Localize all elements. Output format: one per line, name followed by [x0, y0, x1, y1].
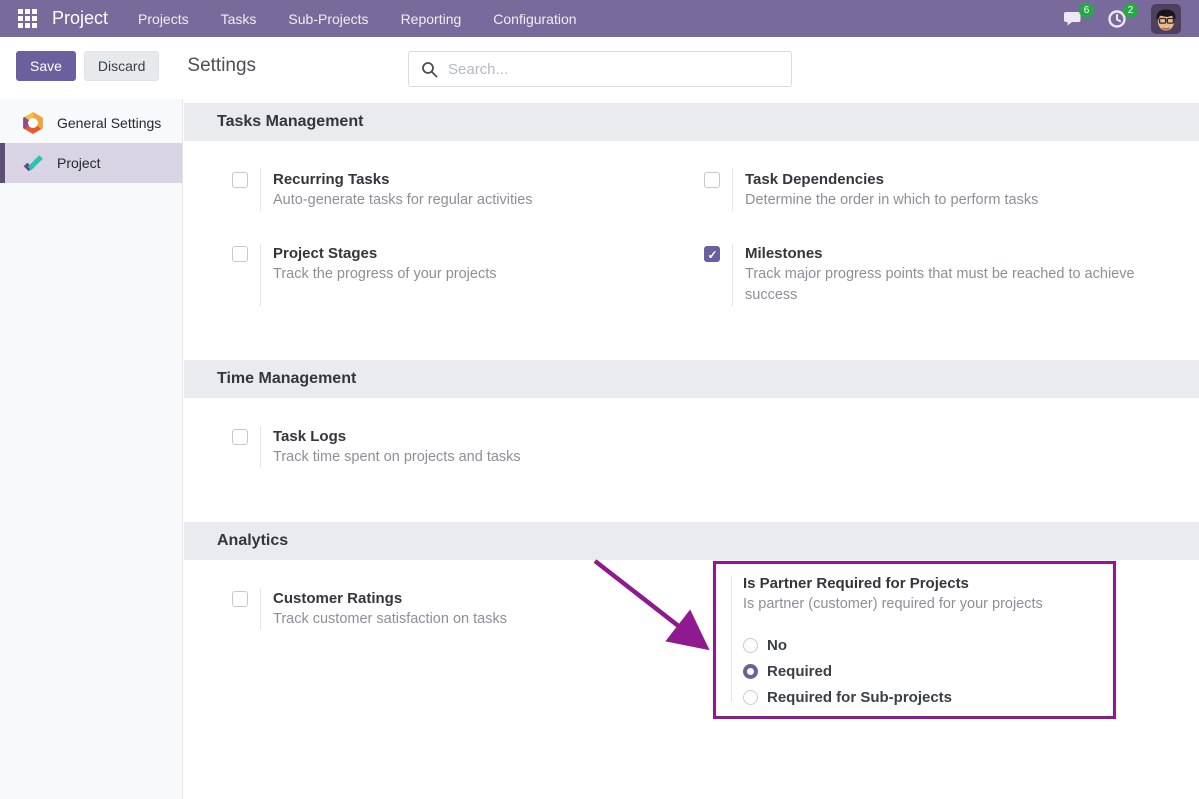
- sidebar-item-label: Project: [57, 155, 101, 171]
- recurring-tasks-checkbox[interactable]: [232, 172, 248, 188]
- partner-required-group: Is Partner Required for Projects Is part…: [713, 561, 1116, 719]
- divider: [260, 243, 261, 306]
- section-analytics: Customer Ratings Track customer satisfac…: [184, 560, 1199, 680]
- activities-button[interactable]: 2: [1107, 2, 1138, 30]
- divider: [260, 426, 261, 468]
- navbar-right: 6 2: [1063, 2, 1187, 34]
- general-settings-icon: [23, 112, 43, 134]
- partner-required-options: No Required Required for Sub-projects: [743, 632, 1103, 710]
- divider: [260, 588, 261, 630]
- divider: [260, 169, 261, 211]
- page-title: Settings: [187, 55, 257, 76]
- messages-badge: 6: [1079, 2, 1094, 18]
- radio-option-required-sub-projects[interactable]: Required for Sub-projects: [743, 684, 1103, 710]
- settings-sidebar: General Settings Project: [0, 99, 183, 799]
- user-avatar[interactable]: [1151, 3, 1181, 34]
- setting-label[interactable]: Task Logs: [273, 428, 347, 445]
- setting-task-logs: Task Logs Track time spent on projects a…: [232, 426, 704, 468]
- messages-button[interactable]: 6: [1063, 2, 1094, 30]
- section-time-management: Task Logs Track time spent on projects a…: [184, 398, 1199, 518]
- setting-recurring-tasks: Recurring Tasks Auto-generate tasks for …: [232, 169, 704, 211]
- setting-milestones: Milestones Track major progress points t…: [704, 243, 1175, 306]
- section-header-analytics: Analytics: [184, 522, 1199, 560]
- setting-label[interactable]: Project Stages: [273, 245, 378, 262]
- menu-configuration[interactable]: Configuration: [493, 10, 577, 27]
- task-dependencies-checkbox[interactable]: [704, 172, 720, 188]
- setting-label[interactable]: Task Dependencies: [745, 171, 884, 188]
- nav-menu: Projects Tasks Sub-Projects Reporting Co…: [138, 11, 577, 27]
- setting-description: Track the progress of your projects: [273, 266, 497, 282]
- search-box[interactable]: [408, 51, 792, 87]
- sidebar-item-project[interactable]: Project: [0, 143, 182, 183]
- sidebar-item-label: General Settings: [57, 115, 162, 131]
- chat-bubble-icon: [1064, 11, 1081, 25]
- project-check-icon: [23, 155, 43, 172]
- clock-icon: [1108, 9, 1126, 28]
- task-logs-checkbox[interactable]: [232, 429, 248, 445]
- sidebar-item-general-settings[interactable]: General Settings: [0, 103, 182, 143]
- setting-description: Determine the order in which to perform …: [745, 192, 1039, 208]
- menu-tasks[interactable]: Tasks: [220, 10, 257, 27]
- setting-label[interactable]: Customer Ratings: [273, 590, 403, 607]
- radio-required-sub-projects[interactable]: [743, 689, 758, 705]
- menu-sub-projects[interactable]: Sub-Projects: [288, 10, 369, 27]
- top-navbar: Project Projects Tasks Sub-Projects Repo…: [0, 0, 1199, 37]
- setting-project-stages: Project Stages Track the progress of you…: [232, 243, 704, 306]
- setting-description: Track time spent on projects and tasks: [273, 449, 521, 465]
- milestones-checkbox[interactable]: [704, 246, 720, 262]
- section-tasks-management: Recurring Tasks Auto-generate tasks for …: [184, 141, 1199, 356]
- menu-reporting[interactable]: Reporting: [400, 10, 462, 27]
- setting-task-dependencies: Task Dependencies Determine the order in…: [704, 169, 1175, 211]
- radio-required[interactable]: [743, 663, 758, 679]
- apps-grid-icon[interactable]: [18, 8, 38, 29]
- radio-no[interactable]: [743, 637, 758, 653]
- divider: [732, 243, 733, 306]
- activities-badge: 2: [1123, 2, 1138, 18]
- search-input[interactable]: [448, 60, 779, 78]
- section-header-time-management: Time Management: [184, 360, 1199, 398]
- setting-description: Auto-generate tasks for regular activiti…: [273, 192, 533, 208]
- project-stages-checkbox[interactable]: [232, 246, 248, 262]
- customer-ratings-checkbox[interactable]: [232, 591, 248, 607]
- radio-option-no[interactable]: No: [743, 632, 1103, 658]
- save-button[interactable]: Save: [16, 51, 76, 81]
- section-header-tasks-management: Tasks Management: [184, 103, 1199, 141]
- setting-customer-ratings: Customer Ratings Track customer satisfac…: [232, 588, 704, 630]
- divider: [732, 169, 733, 211]
- setting-description: Track major progress points that must be…: [745, 266, 1135, 303]
- partner-required-description: Is partner (customer) required for your …: [743, 596, 1043, 612]
- setting-description: Track customer satisfaction on tasks: [273, 611, 507, 627]
- discard-button[interactable]: Discard: [83, 51, 160, 81]
- setting-label[interactable]: Recurring Tasks: [273, 171, 390, 188]
- menu-projects[interactable]: Projects: [138, 10, 189, 27]
- control-bar: Save Discard Settings: [0, 37, 1199, 99]
- search-icon: [422, 61, 438, 77]
- partner-required-label: Is Partner Required for Projects: [743, 575, 969, 592]
- setting-label[interactable]: Milestones: [745, 245, 823, 262]
- radio-option-required[interactable]: Required: [743, 658, 1103, 684]
- app-name[interactable]: Project: [52, 8, 109, 28]
